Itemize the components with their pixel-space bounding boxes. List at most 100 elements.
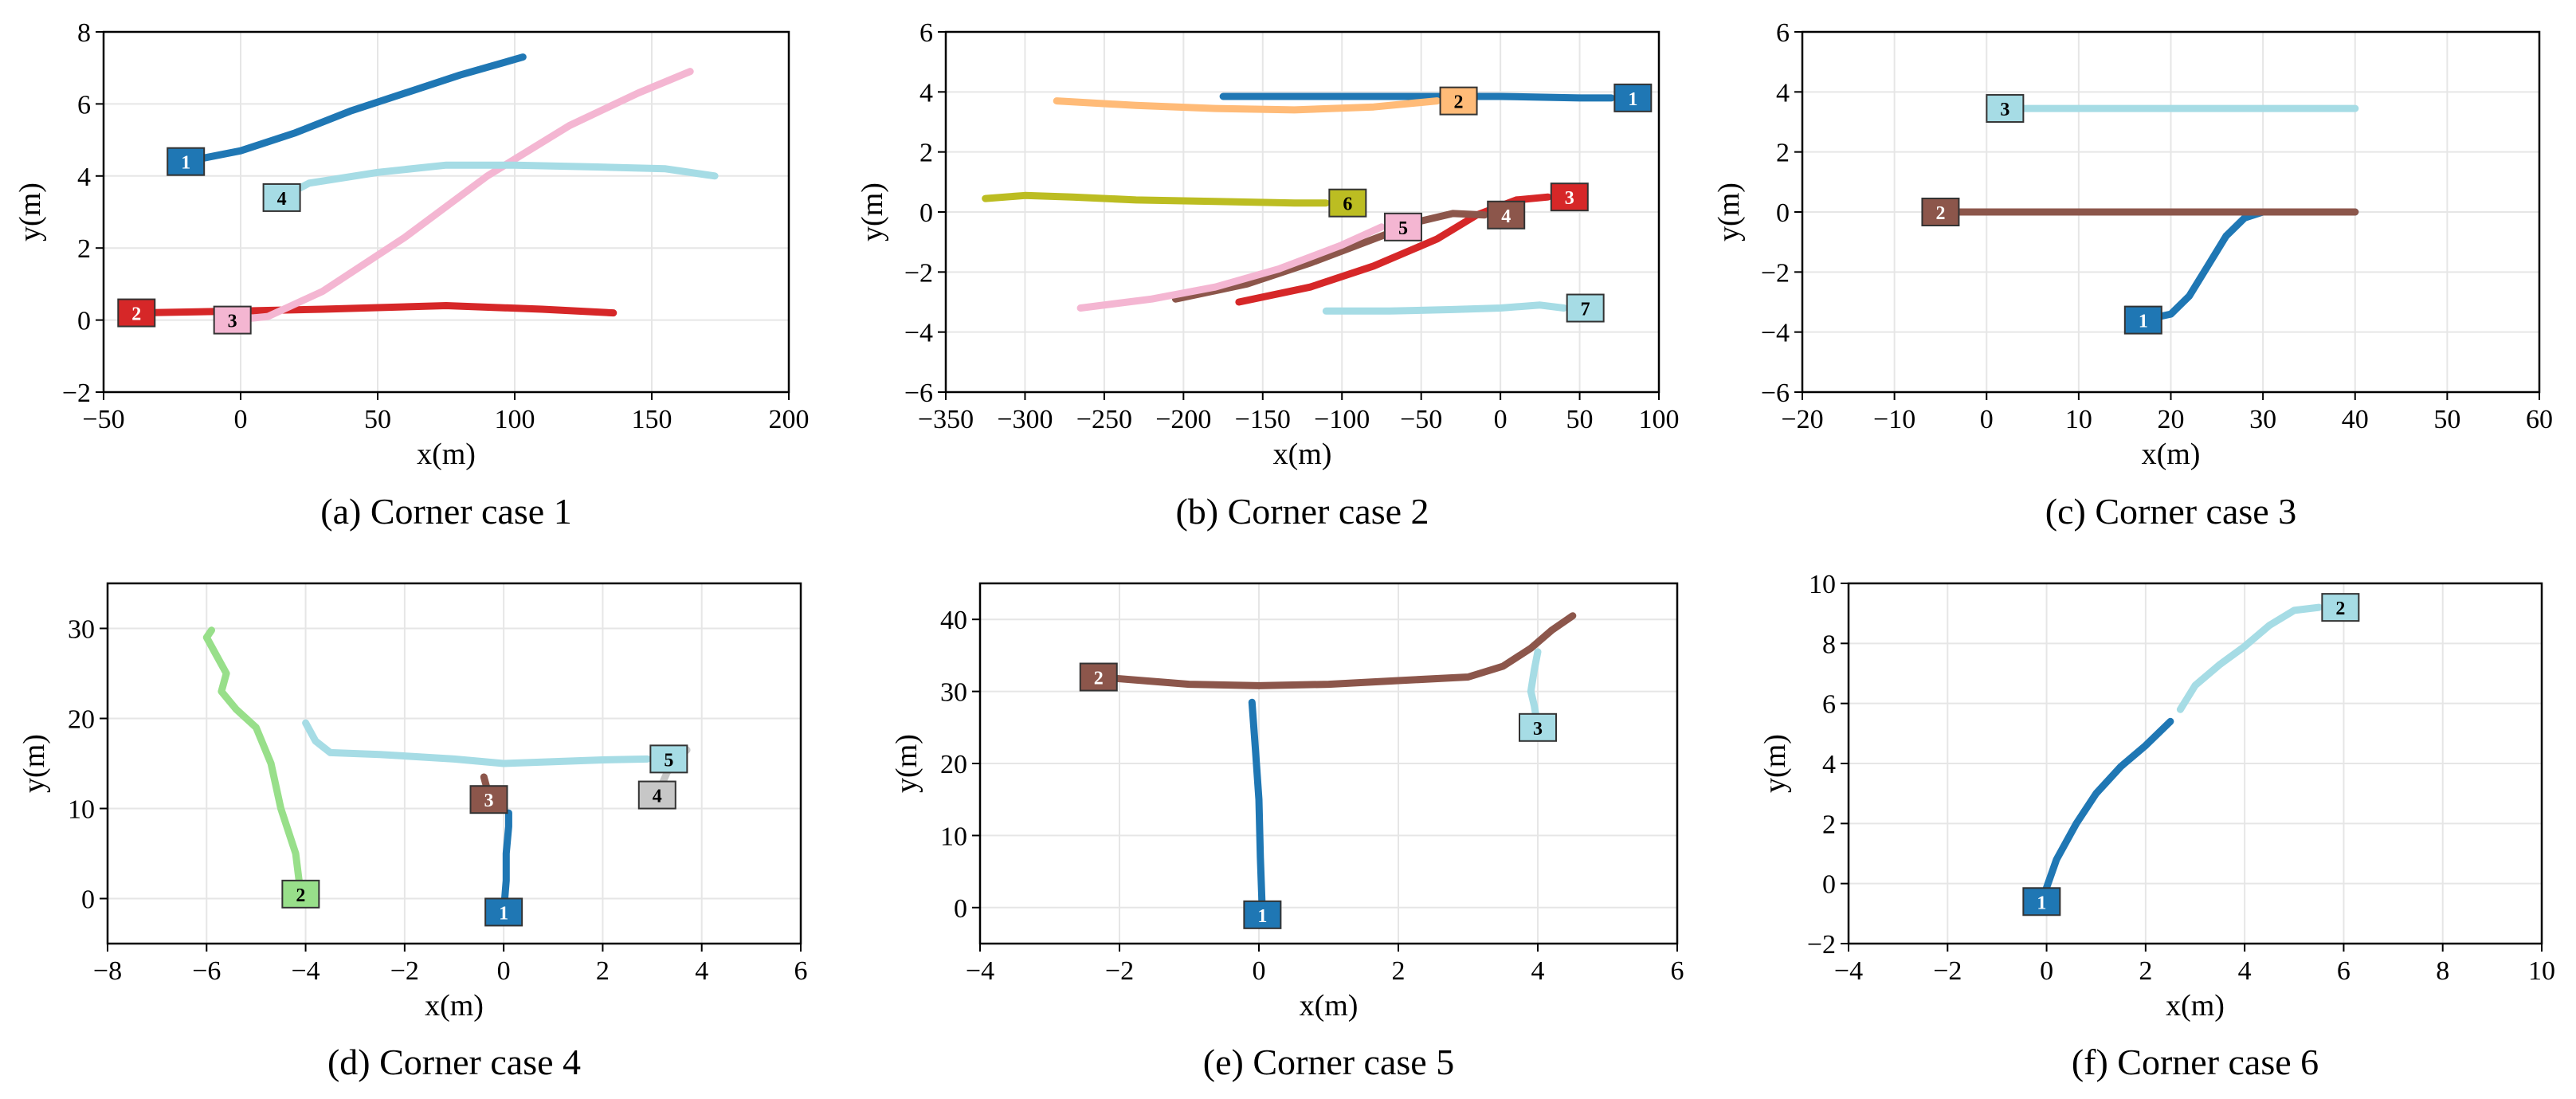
x-tick-label: 60 [2526,405,2553,434]
x-tick-label: 150 [632,405,672,434]
series-label-3: 3 [213,305,252,335]
x-tick-label: −4 [1834,956,1863,986]
x-tick-label: 6 [794,956,808,986]
y-tick-label: −2 [904,258,933,288]
y-tick-label: 0 [1822,870,1836,900]
series-line-3 [229,68,694,324]
series-label-text: 7 [1581,300,1590,320]
series-line-5 [302,719,651,767]
x-tick-label: −20 [1781,405,1823,434]
y-axis-label: y(m) [890,734,923,793]
x-tick-label: 0 [234,405,248,434]
y-tick-label: 4 [919,78,933,108]
series-label-box [281,879,320,909]
y-tick-label: 10 [68,795,95,825]
axes-frame [102,30,790,394]
series-line-4 [1171,210,1488,303]
y-tick-label: 0 [919,198,933,228]
series-label-text: 1 [1257,906,1267,927]
x-tick-label: 0 [1253,956,1266,986]
series-label-text: 2 [296,885,305,906]
series-line-3 [1527,648,1542,732]
y-tick-label: 6 [1822,690,1836,720]
x-axis-label: x(m) [2142,438,2201,471]
series-line-1 [2139,208,2359,324]
series-label-2: 2 [1921,198,1960,226]
series-label-box [649,744,688,774]
axes-frame [106,582,802,945]
panel-caption: (b) Corner case 2 [1175,491,1429,532]
panel-caption: (d) Corner case 4 [327,1042,581,1082]
panel-c: 123−20 −10 0 10 20 30 40 50 60−6−4−20246x(m)y(m)… [1712,18,2553,532]
y-tick-label: 0 [1776,198,1790,228]
x-tick-label: 30 [2249,405,2276,434]
x-tick-label: 50 [2433,405,2460,434]
series-label-1: 1 [2022,887,2061,916]
series-label-3: 3 [1519,712,1557,742]
series-label-3: 3 [1550,183,1589,212]
series-label-4: 4 [262,183,301,212]
series-label-text: 6 [1343,194,1352,215]
x-tick-label: −50 [1400,405,1442,434]
y-axis-label: y(m) [1712,183,1746,241]
y-tick-label: 6 [77,90,91,120]
series-label-box [1986,94,2025,124]
x-tick-label: 10 [2065,405,2092,434]
x-tick-label: 8 [2436,956,2449,986]
x-tick-label: −2 [390,956,419,986]
y-tick-label: 20 [940,750,967,779]
series-label-box [213,305,252,335]
series-line-5 [1076,223,1386,312]
y-tick-label: 4 [77,163,91,192]
x-tick-label: 50 [1566,405,1594,434]
series-label-box [1439,86,1478,116]
series-label-box [167,147,206,176]
y-tick-label: 30 [68,615,95,645]
y-tick-label: −2 [1807,930,1836,960]
series-label-box [1383,212,1422,241]
y-tick-label: 4 [1822,750,1836,779]
series-label-box [1079,662,1118,692]
series-label-3: 3 [469,785,508,814]
series-label-text: 3 [1565,188,1574,209]
x-tick-label: 6 [1671,956,1684,986]
series-label-1: 1 [1613,83,1653,112]
series-label-1: 1 [484,897,523,927]
x-tick-label: −300 [997,405,1053,434]
panel-caption: (f) Corner case 6 [2072,1042,2319,1082]
x-tick-label: 10 [2528,956,2555,986]
series-label-text: 4 [277,189,287,210]
x-tick-label: 4 [2238,956,2252,986]
y-axis-label: y(m) [1759,734,1792,793]
series-line-2 [202,626,304,898]
x-tick-label: −4 [966,956,994,986]
x-tick-label: −2 [1105,956,1134,986]
series-label-2: 2 [117,298,156,328]
y-tick-label: 6 [1776,18,1790,48]
x-tick-label: −6 [192,956,221,986]
x-tick-label: 4 [1531,956,1545,986]
series-label-box [1328,188,1367,218]
series-label-1: 1 [167,147,206,176]
y-tick-label: −4 [904,319,933,348]
series-label-text: 4 [1501,206,1511,227]
series-label-box [2022,887,2061,916]
panel-b: 1 2 3 4 5 6 7 −350 −300 −250 −200 −150 −100 −50 0 50 100… [856,18,1680,532]
x-tick-label: 40 [2342,405,2369,434]
series-label-text: 2 [131,304,141,325]
series-line-1 [1248,698,1266,919]
series-label-2: 2 [281,879,320,909]
panel-e: 1 2 3 −4 −2 0 2 4 6 0 10 20 30 40 x(m) y(m) (e) Corner c… [890,582,1684,1082]
x-tick-label: 6 [2337,956,2351,986]
series-label-1: 1 [1243,900,1282,929]
y-tick-label: 8 [1822,630,1836,659]
series-label-text: 3 [1533,719,1543,740]
x-tick-label: 0 [1980,405,1994,434]
x-tick-label: 100 [495,405,535,434]
x-axis-label: x(m) [1300,989,1359,1022]
series-label-text: 3 [484,791,494,811]
series-label-text: 2 [1935,203,1945,224]
series-line-1 [182,53,527,166]
series-line-1 [1219,92,1615,102]
